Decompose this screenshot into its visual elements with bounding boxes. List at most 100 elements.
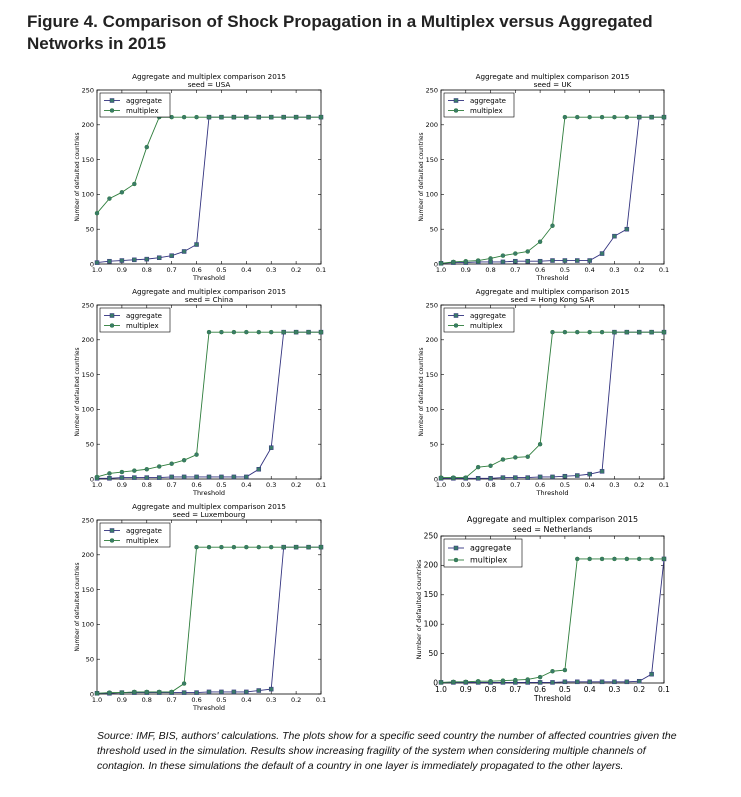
data-point-multiplex	[488, 463, 493, 469]
data-point-multiplex	[500, 253, 506, 258]
y-tick-label: 100	[82, 191, 94, 199]
data-point-aggregate	[587, 258, 592, 263]
series-multiplex	[438, 114, 667, 266]
data-point-multiplex	[562, 114, 568, 120]
data-point-multiplex	[475, 678, 481, 684]
legend-label-aggregate: aggregate	[470, 544, 511, 553]
legend-box	[443, 307, 515, 333]
legend-marker-aggregate	[109, 313, 115, 318]
data-point-aggregate	[636, 678, 642, 684]
data-point-multiplex	[513, 251, 518, 256]
legend-box	[99, 307, 171, 333]
data-point-multiplex	[244, 329, 249, 335]
legend-label-multiplex: multiplex	[126, 322, 159, 330]
series-line-aggregate	[441, 558, 665, 683]
data-point-multiplex	[500, 678, 506, 683]
series-aggregate	[438, 329, 667, 481]
data-point-multiplex	[475, 464, 481, 470]
data-point-multiplex	[550, 223, 555, 228]
series-line-multiplex	[96, 331, 321, 478]
chart-1: Aggregate and multiplex comparison 2015s…	[75, 72, 326, 282]
chart-title: Aggregate and multiplex comparison 2015	[132, 502, 286, 511]
data-point-multiplex	[119, 190, 125, 195]
data-point-multiplex	[599, 114, 605, 120]
x-tick-label: 0.2	[291, 696, 301, 704]
data-point-aggregate	[268, 686, 274, 692]
data-point-multiplex	[231, 544, 237, 550]
data-point-multiplex	[537, 239, 543, 244]
data-point-multiplex	[537, 441, 543, 447]
y-tick-label: 100	[426, 406, 438, 414]
data-point-multiplex	[268, 114, 274, 120]
data-point-aggregate	[256, 688, 262, 693]
data-point-multiplex	[281, 544, 286, 550]
data-point-multiplex	[219, 329, 224, 335]
data-point-aggregate	[587, 679, 592, 685]
data-point-multiplex	[256, 544, 262, 550]
data-point-aggregate	[575, 473, 580, 478]
data-point-multiplex	[219, 114, 224, 120]
data-point-multiplex	[231, 329, 237, 335]
x-tick-label: 0.3	[609, 266, 619, 274]
series-aggregate	[94, 114, 324, 265]
data-point-multiplex	[169, 689, 174, 695]
data-point-aggregate	[206, 689, 212, 695]
data-point-multiplex	[181, 114, 187, 120]
y-tick-label: 200	[426, 121, 438, 129]
y-axis-label: Number of defaulted countries	[419, 133, 425, 222]
series-line-multiplex	[441, 331, 664, 479]
data-point-multiplex	[612, 556, 617, 562]
series-line-aggregate	[440, 116, 664, 264]
data-point-multiplex	[661, 329, 667, 335]
legend-marker-multiplex	[453, 108, 459, 113]
legend-label-multiplex: multiplex	[126, 107, 159, 115]
legend-marker-aggregate	[453, 545, 459, 551]
data-point-multiplex	[268, 329, 274, 335]
data-point-multiplex	[194, 452, 199, 457]
data-point-multiplex	[649, 114, 654, 120]
data-point-multiplex	[206, 544, 212, 550]
data-point-multiplex	[132, 181, 137, 187]
data-point-aggregate	[219, 474, 224, 480]
y-tick-label: 250	[426, 86, 438, 94]
data-point-aggregate	[599, 251, 605, 256]
data-point-aggregate	[244, 474, 249, 480]
y-tick-label: 150	[426, 371, 438, 379]
x-tick-label: 0.7	[166, 266, 176, 274]
data-point-aggregate	[475, 476, 481, 481]
chart-title: Aggregate and multiplex comparison 2015	[476, 72, 630, 81]
data-point-aggregate	[624, 679, 630, 685]
data-point-multiplex	[318, 114, 324, 120]
legend-label-multiplex: multiplex	[126, 537, 159, 545]
series-aggregate	[94, 544, 324, 696]
data-point-multiplex	[451, 679, 456, 685]
data-point-multiplex	[293, 544, 299, 550]
y-tick-label: 200	[424, 561, 439, 570]
x-tick-label: 0.4	[584, 685, 596, 694]
chart-5: Aggregate and multiplex comparison 2015s…	[75, 502, 326, 712]
data-point-multiplex	[244, 544, 249, 550]
data-point-aggregate	[256, 467, 262, 472]
chart-subtitle: seed = UK	[534, 80, 572, 89]
data-point-aggregate	[156, 255, 162, 260]
x-tick-label: 0.8	[142, 481, 152, 489]
x-tick-label: 0.5	[216, 696, 226, 704]
legend-label-aggregate: aggregate	[126, 312, 162, 320]
series-multiplex	[438, 329, 667, 480]
data-point-multiplex	[537, 674, 543, 680]
data-point-aggregate	[587, 471, 592, 477]
legend-marker-aggregate	[453, 98, 459, 103]
x-tick-label: 0.8	[485, 266, 495, 274]
data-point-multiplex	[132, 468, 137, 473]
chart-title: Aggregate and multiplex comparison 2015	[132, 287, 286, 296]
x-tick-label: 0.3	[266, 481, 276, 489]
data-point-aggregate	[107, 476, 112, 481]
y-tick-label: 200	[426, 336, 438, 344]
data-point-aggregate	[94, 260, 100, 265]
data-point-multiplex	[587, 329, 592, 335]
plot-frame	[96, 89, 322, 265]
data-point-aggregate	[537, 680, 543, 685]
data-point-aggregate	[550, 680, 555, 685]
x-tick-label: 0.8	[485, 685, 497, 694]
data-point-multiplex	[661, 114, 667, 120]
